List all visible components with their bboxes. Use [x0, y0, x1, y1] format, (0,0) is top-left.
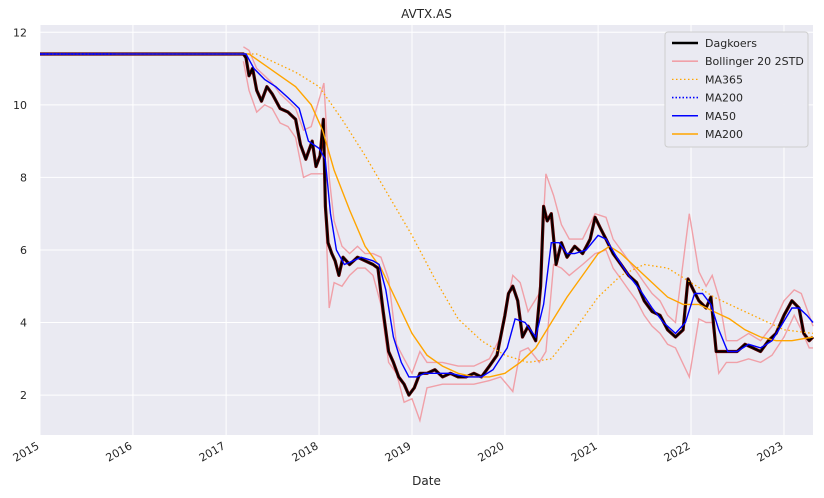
y-tick-label: 12	[13, 26, 27, 39]
x-tick-label: 2023	[755, 439, 786, 464]
legend-entry: MA365	[705, 73, 743, 86]
y-axis-ticks: 2 4 6 8 10 12	[13, 26, 27, 402]
series-layer	[40, 46, 815, 424]
y-tick-label: 2	[20, 389, 27, 402]
y-tick-label: 6	[20, 244, 27, 257]
x-tick-label: 2016	[104, 439, 135, 464]
x-tick-label: 2015	[11, 439, 42, 464]
legend-entry: Dagkoers	[705, 37, 757, 50]
x-tick-label: 2021	[569, 439, 600, 464]
x-tick-label: 2017	[197, 439, 228, 464]
y-tick-label: 10	[13, 99, 27, 112]
legend: Dagkoers Bollinger 20 2STD MA365 MA200 MA50 M…	[664, 31, 809, 148]
y-tick-label: 8	[20, 171, 27, 184]
y-tick-label: 4	[20, 317, 27, 330]
x-axis-label: Date	[412, 474, 441, 488]
legend-box	[664, 31, 809, 148]
x-tick-label: 2019	[383, 439, 414, 464]
ma50-line	[40, 53, 814, 378]
x-tick-label: 2020	[476, 439, 507, 464]
legend-entry: MA200	[705, 128, 743, 141]
ma200-line	[40, 53, 814, 378]
x-tick-label: 2018	[290, 439, 321, 464]
x-axis-ticks: 2015 2016 2017 2018 2019 2020 2021 2022 2023	[11, 439, 786, 464]
legend-entry: MA50	[705, 110, 736, 123]
chart-title: AVTX.AS	[401, 7, 452, 21]
legend-entry: Bollinger 20 2STD	[705, 55, 804, 68]
x-tick-label: 2022	[662, 439, 693, 464]
legend-entry: MA200	[705, 92, 743, 105]
